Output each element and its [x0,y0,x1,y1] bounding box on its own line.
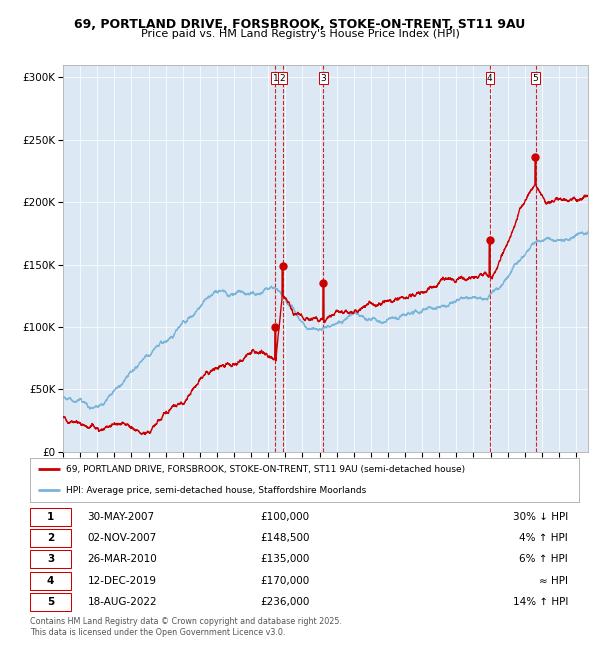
Text: 4: 4 [47,575,54,586]
Text: 3: 3 [320,73,326,83]
Text: 18-AUG-2022: 18-AUG-2022 [88,597,157,606]
Text: £170,000: £170,000 [260,575,310,586]
Text: 5: 5 [533,73,538,83]
Text: 5: 5 [47,597,54,606]
Text: 1: 1 [272,73,278,83]
Text: 2: 2 [47,533,54,543]
Text: HPI: Average price, semi-detached house, Staffordshire Moorlands: HPI: Average price, semi-detached house,… [65,486,366,495]
Text: 30-MAY-2007: 30-MAY-2007 [88,512,155,522]
Text: £236,000: £236,000 [260,597,310,606]
FancyBboxPatch shape [30,529,71,547]
Text: 26-MAR-2010: 26-MAR-2010 [88,554,157,564]
Text: ≈ HPI: ≈ HPI [539,575,568,586]
Text: £135,000: £135,000 [260,554,310,564]
Text: 69, PORTLAND DRIVE, FORSBROOK, STOKE-ON-TRENT, ST11 9AU (semi-detached house): 69, PORTLAND DRIVE, FORSBROOK, STOKE-ON-… [65,465,465,474]
Text: 69, PORTLAND DRIVE, FORSBROOK, STOKE-ON-TRENT, ST11 9AU: 69, PORTLAND DRIVE, FORSBROOK, STOKE-ON-… [74,18,526,31]
Text: 12-DEC-2019: 12-DEC-2019 [88,575,157,586]
Text: 02-NOV-2007: 02-NOV-2007 [88,533,157,543]
Text: 2: 2 [280,73,286,83]
FancyBboxPatch shape [30,551,71,568]
FancyBboxPatch shape [30,571,71,590]
FancyBboxPatch shape [30,508,71,526]
Text: Contains HM Land Registry data © Crown copyright and database right 2025.
This d: Contains HM Land Registry data © Crown c… [30,618,342,637]
Text: 4: 4 [487,73,493,83]
FancyBboxPatch shape [30,593,71,611]
Text: Price paid vs. HM Land Registry's House Price Index (HPI): Price paid vs. HM Land Registry's House … [140,29,460,38]
Text: 4% ↑ HPI: 4% ↑ HPI [519,533,568,543]
Text: 3: 3 [47,554,54,564]
Text: 14% ↑ HPI: 14% ↑ HPI [512,597,568,606]
Text: £148,500: £148,500 [260,533,310,543]
Text: £100,000: £100,000 [260,512,310,522]
Text: 6% ↑ HPI: 6% ↑ HPI [519,554,568,564]
Text: 1: 1 [47,512,54,522]
Text: 30% ↓ HPI: 30% ↓ HPI [513,512,568,522]
